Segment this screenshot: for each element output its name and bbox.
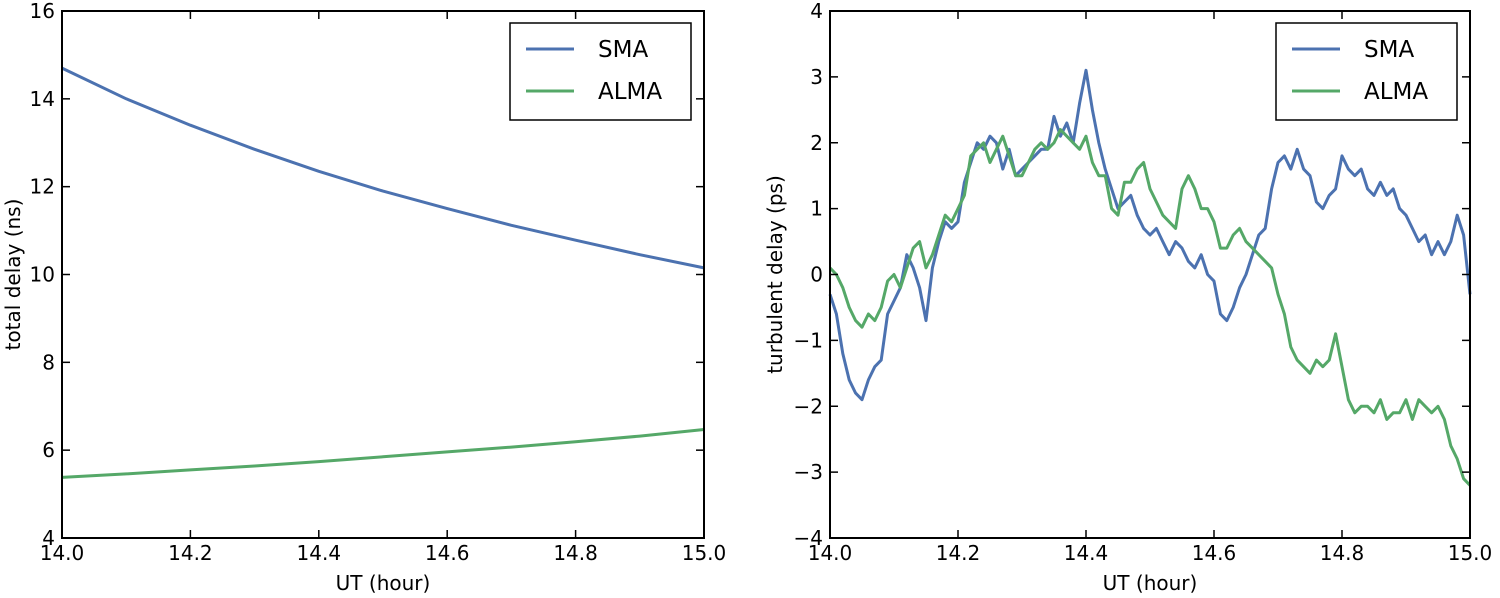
y-tick-label: −4 [794, 526, 823, 550]
y-tick-label: 10 [30, 263, 55, 287]
x-tick-label: 15.0 [1448, 541, 1493, 565]
y-tick-label: −3 [794, 460, 823, 484]
x-tick-label: 14.8 [553, 541, 598, 565]
y-tick-label: 6 [42, 438, 55, 462]
x-tick-label: 14.8 [1320, 541, 1365, 565]
legend-label-alma: ALMA [1364, 79, 1428, 105]
y-tick-label: 2 [810, 131, 823, 155]
y-tick-label: −2 [794, 394, 823, 418]
y-tick-label: 16 [30, 0, 55, 23]
x-tick-label: 15.0 [682, 541, 727, 565]
x-axis-label: UT (hour) [336, 571, 431, 595]
series-layer [61, 66, 705, 479]
y-tick-label: 8 [42, 350, 55, 374]
chart-total-delay: 14.0 14.2 14.4 14.6 14.8 15.0 4 6 8 10 12 14 16 UT (… [1, 0, 726, 595]
legend: SMA ALMA [509, 22, 692, 121]
series-layer [828, 68, 1472, 487]
y-axis-label: turbulent delay (ps) [763, 175, 787, 374]
legend-box [1275, 22, 1458, 121]
y-tick-label: 4 [810, 0, 823, 23]
series-line-alma [61, 428, 705, 479]
y-tick-label: 4 [42, 526, 55, 550]
x-tick-label: 14.0 [808, 541, 853, 565]
x-tick-label: 14.6 [425, 541, 470, 565]
x-tick-label: 14.2 [168, 541, 213, 565]
series-line-alma [828, 128, 1472, 487]
legend-label-alma: ALMA [598, 79, 662, 105]
x-tick-label: 14.4 [297, 541, 342, 565]
ticks-layer: 14.0 14.2 14.4 14.6 14.8 15.0 −4 −3 −2 −1 0 1 2 3 4 [794, 0, 1493, 565]
legend: SMA ALMA [1275, 22, 1458, 121]
x-tick-label: 14.2 [936, 541, 981, 565]
y-tick-label: 1 [810, 197, 823, 221]
series-line-sma [828, 68, 1472, 402]
x-tick-label: 14.4 [1064, 541, 1109, 565]
y-tick-label: 0 [810, 263, 823, 287]
y-tick-label: 14 [30, 87, 55, 111]
y-tick-label: 3 [810, 65, 823, 89]
series-line-sma [61, 66, 705, 270]
x-tick-label: 14.6 [1192, 541, 1237, 565]
y-axis-label: total delay (ns) [1, 199, 25, 351]
legend-label-sma: SMA [598, 37, 648, 63]
ticks-layer: 14.0 14.2 14.4 14.6 14.8 15.0 4 6 8 10 12 14 16 [30, 0, 727, 565]
x-axis-label: UT (hour) [1103, 571, 1198, 595]
y-tick-label: 12 [30, 175, 55, 199]
chart-turbulent-delay: 14.0 14.2 14.4 14.6 14.8 15.0 −4 −3 −2 −1 0 1 2 3 4 UT… [763, 0, 1492, 595]
legend-box [509, 22, 692, 121]
x-tick-label: 14.0 [40, 541, 85, 565]
y-tick-label: −1 [794, 328, 823, 352]
legend-label-sma: SMA [1364, 37, 1414, 63]
